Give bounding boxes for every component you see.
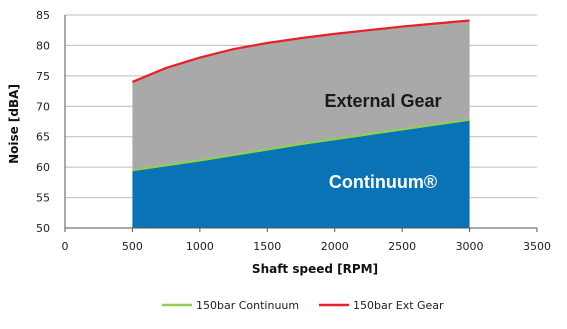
y-tick-label: 75 bbox=[36, 70, 50, 83]
x-tick-label: 500 bbox=[122, 240, 143, 253]
y-axis-title: Noise [dBA] bbox=[7, 84, 21, 164]
x-tick-label: 2000 bbox=[321, 240, 349, 253]
ext-gear-area bbox=[132, 20, 470, 171]
annotation-continuum: Continuum® bbox=[329, 172, 437, 192]
y-tick-labels: 50 55 60 65 70 75 80 85 bbox=[36, 9, 50, 235]
x-tick-label: 1500 bbox=[253, 240, 281, 253]
x-tick-label: 3500 bbox=[523, 240, 551, 253]
y-tick-label: 70 bbox=[36, 100, 50, 113]
x-tick-label: 3000 bbox=[456, 240, 484, 253]
y-tick-label: 55 bbox=[36, 192, 50, 205]
axes bbox=[64, 15, 538, 232]
annotation-external-gear: External Gear bbox=[324, 91, 441, 111]
y-tick-label: 65 bbox=[36, 131, 50, 144]
ext-gear-line bbox=[132, 19, 470, 83]
continuum-line bbox=[132, 118, 470, 172]
y-tick-label: 60 bbox=[36, 161, 50, 174]
area-fills bbox=[132, 20, 470, 228]
series-lines bbox=[132, 19, 470, 172]
x-axis-title: Shaft speed [RPM] bbox=[252, 262, 378, 276]
y-tick-label: 50 bbox=[36, 222, 50, 235]
legend-label-continuum: 150bar Continuum bbox=[196, 299, 299, 312]
x-tick-labels: 0 500 1000 1500 2000 2500 3000 3500 bbox=[62, 240, 552, 253]
legend-label-ext-gear: 150bar Ext Gear bbox=[353, 299, 444, 312]
continuum-area bbox=[132, 119, 470, 228]
x-tick-label: 2500 bbox=[388, 240, 416, 253]
x-tick-label: 0 bbox=[62, 240, 69, 253]
y-tick-label: 85 bbox=[36, 9, 50, 22]
x-tick-label: 1000 bbox=[186, 240, 214, 253]
y-tick-label: 80 bbox=[36, 39, 50, 52]
legend: 150bar Continuum 150bar Ext Gear bbox=[162, 299, 444, 312]
